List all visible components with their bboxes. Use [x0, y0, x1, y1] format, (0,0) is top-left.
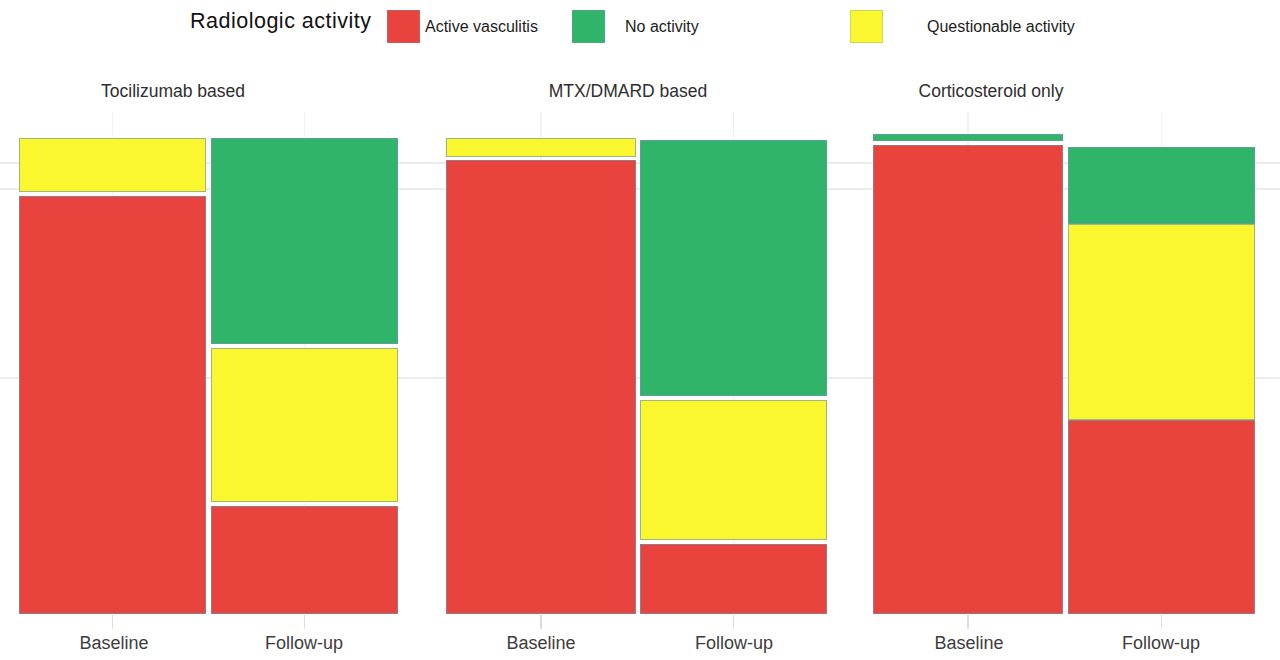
segment-baseline-questionable-activity	[446, 138, 636, 157]
segment-baseline-active-vasculitis	[446, 160, 636, 614]
mosaic-chart-figure: Radiologic activity Active vasculitis No…	[0, 0, 1280, 660]
x-axis-tick	[1161, 615, 1163, 629]
x-axis-tick	[112, 615, 114, 629]
segment-follow-up-questionable-activity	[1068, 224, 1255, 420]
legend-swatch-active-vasculitis	[387, 10, 420, 43]
legend-swatch-questionable-activity	[850, 10, 883, 43]
segment-baseline-active-vasculitis	[19, 196, 206, 614]
segment-follow-up-no-activity	[211, 138, 398, 344]
facet-title-corticosteroid: Corticosteroid only	[919, 81, 1064, 102]
legend-label-active-vasculitis: Active vasculitis	[425, 10, 538, 43]
segment-follow-up-active-vasculitis	[640, 544, 827, 614]
legend-swatch-no-activity	[572, 10, 605, 43]
x-label-followup-3: Follow-up	[1122, 633, 1200, 654]
segment-baseline-active-vasculitis	[873, 145, 1063, 614]
x-axis-tick	[733, 615, 735, 629]
segment-follow-up-no-activity	[640, 140, 827, 396]
x-axis-tick	[967, 615, 969, 629]
x-label-baseline-2: Baseline	[506, 633, 575, 654]
facet-title-tocilizumab: Tocilizumab based	[101, 81, 245, 102]
x-axis-tick	[540, 615, 542, 629]
segment-follow-up-active-vasculitis	[211, 506, 398, 614]
x-label-followup-2: Follow-up	[695, 633, 773, 654]
x-label-baseline-3: Baseline	[934, 633, 1003, 654]
x-label-followup-1: Follow-up	[265, 633, 343, 654]
x-axis-tick	[304, 615, 306, 629]
segment-follow-up-questionable-activity	[640, 400, 827, 540]
legend-label-no-activity: No activity	[625, 10, 699, 43]
segment-baseline-no-activity	[873, 134, 1063, 141]
segment-baseline-questionable-activity	[19, 138, 206, 192]
x-label-baseline-1: Baseline	[79, 633, 148, 654]
facet-title-mtx-dmard: MTX/DMARD based	[549, 81, 708, 102]
segment-follow-up-active-vasculitis	[1068, 420, 1255, 614]
legend-label-questionable-activity: Questionable activity	[927, 10, 1075, 43]
legend-title: Radiologic activity	[190, 9, 372, 34]
segment-follow-up-questionable-activity	[211, 348, 398, 502]
segment-follow-up-no-activity	[1068, 147, 1255, 224]
